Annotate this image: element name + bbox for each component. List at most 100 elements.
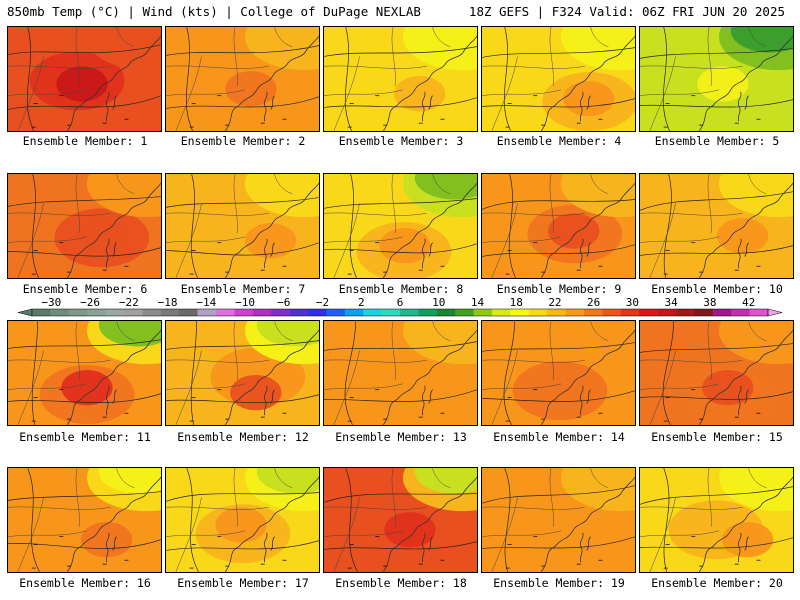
colorbar-swatch [528,309,548,316]
colorbar-swatch [492,309,511,316]
colorbar-tick-label: −14 [196,296,216,309]
colorbar-swatch [418,309,438,316]
ensemble-member-15-map[interactable] [639,320,794,426]
colorbar-tick-label: −22 [119,296,139,309]
temperature-field-map [640,27,793,131]
ensemble-member-caption: Ensemble Member: 20 [651,576,783,590]
colorbar-left-arrow [17,308,33,317]
colorbar-tick-label: −18 [158,296,178,309]
colorbar-swatch [68,309,88,316]
ensemble-member-19-map[interactable] [481,467,636,573]
colorbar-tick-label: −6 [277,296,290,309]
colorbar-tick-label: 10 [432,296,445,309]
colorbar-tick-label: 18 [510,296,523,309]
colorbar-tick-label: −26 [80,296,100,309]
colorbar-swatch [400,309,419,316]
ensemble-member-caption: Ensemble Member: 9 [496,282,622,296]
colorbar-swatch [326,309,346,316]
ensemble-member-4-map[interactable] [481,26,636,132]
temperature-field-map [324,174,477,278]
colorbar-tick-label: 42 [742,296,755,309]
colorbar-swatch [363,309,382,316]
colorbar-swatch [510,309,530,316]
colorbar-swatch [197,309,217,316]
ensemble-member-9-map[interactable] [481,173,636,279]
ensemble-member-caption: Ensemble Member: 5 [654,134,780,148]
colorbar-swatch [547,309,566,316]
colorbar-tick-label: 26 [587,296,600,309]
colorbar-swatch [712,309,732,316]
ensemble-member-13-map[interactable] [323,320,478,426]
temperature-field-map [640,468,793,572]
colorbar-swatch [234,309,254,316]
ensemble-member-caption: Ensemble Member: 2 [180,134,306,148]
colorbar-swatch [142,309,162,316]
temperature-colorbar: −30 −26 −22 −18 −14 −10 −6 −2 2 6 10 14 18 22 26 30 34 38… [17,296,783,317]
ensemble-member-2-map[interactable] [165,26,320,132]
ensemble-member-18-map[interactable] [323,467,478,573]
ensemble-member-caption: Ensemble Member: 16 [19,576,151,590]
colorbar-swatch [639,309,658,316]
colorbar-swatch [584,309,603,316]
colorbar-tick-label: 6 [397,296,404,309]
colorbar-swatch [289,309,309,316]
colorbar-swatch [32,309,51,316]
temperature-field-map [640,174,793,278]
temperature-field-map [324,468,477,572]
ensemble-member-8-map[interactable] [323,173,478,279]
colorbar-right-arrow [767,308,783,317]
colorbar-tick-label: 22 [548,296,561,309]
colorbar-swatch [50,309,70,316]
temperature-field-map [482,321,635,425]
colorbar-swatch [308,309,327,316]
colorbar-swatch [455,309,474,316]
colorbar-swatch [271,309,290,316]
ensemble-member-caption: Ensemble Member: 18 [335,576,467,590]
ensemble-member-caption: Ensemble Member: 14 [493,430,625,444]
header-title-right: 18Z GEFS | F324 Valid: 06Z FRI JUN 20 20… [468,4,785,19]
temperature-field-map [8,468,161,572]
ensemble-member-caption: Ensemble Member: 15 [651,430,783,444]
colorbar-tick-label: 38 [703,296,716,309]
ensemble-member-10-map[interactable] [639,173,794,279]
ensemble-member-7-map[interactable] [165,173,320,279]
colorbar-swatch [436,309,456,316]
ensemble-member-caption: Ensemble Member: 8 [338,282,464,296]
ensemble-member-caption: Ensemble Member: 7 [180,282,306,296]
colorbar-swatch [252,309,272,316]
ensemble-member-20-map[interactable] [639,467,794,573]
ensemble-member-caption: Ensemble Member: 12 [177,430,309,444]
ensemble-member-14-map[interactable] [481,320,636,426]
temperature-field-map [166,468,319,572]
ensemble-member-caption: Ensemble Member: 13 [335,430,467,444]
ensemble-member-caption: Ensemble Member: 1 [22,134,148,148]
colorbar-swatch [160,309,180,316]
ensemble-member-caption: Ensemble Member: 19 [493,576,625,590]
colorbar-tick-label: 14 [471,296,485,309]
temperature-field-map [166,174,319,278]
colorbar-swatch [381,309,401,316]
colorbar-swatch [179,309,198,316]
temperature-field-map [324,321,477,425]
ensemble-member-17-map[interactable] [165,467,320,573]
ensemble-member-3-map[interactable] [323,26,478,132]
ensemble-member-16-map[interactable] [7,467,162,573]
colorbar-swatch [602,309,622,316]
header-title-left: 850mb Temp (°C) | Wind (kts) | College o… [7,4,421,19]
colorbar-tick-label: −30 [41,296,61,309]
colorbar-swatch [676,309,695,316]
colorbar-swatch [344,309,364,316]
ensemble-member-5-map[interactable] [639,26,794,132]
temperature-field-map [166,27,319,131]
ensemble-member-caption: Ensemble Member: 11 [19,430,151,444]
colorbar-swatch [473,309,493,316]
temperature-field-map [324,27,477,131]
temperature-field-map [482,174,635,278]
temperature-field-map [166,321,319,425]
ensemble-member-caption: Ensemble Member: 10 [651,282,783,296]
ensemble-member-1-map[interactable] [7,26,162,132]
ensemble-member-11-map[interactable] [7,320,162,426]
ensemble-member-6-map[interactable] [7,173,162,279]
colorbar-swatch [105,309,125,316]
ensemble-member-12-map[interactable] [165,320,320,426]
